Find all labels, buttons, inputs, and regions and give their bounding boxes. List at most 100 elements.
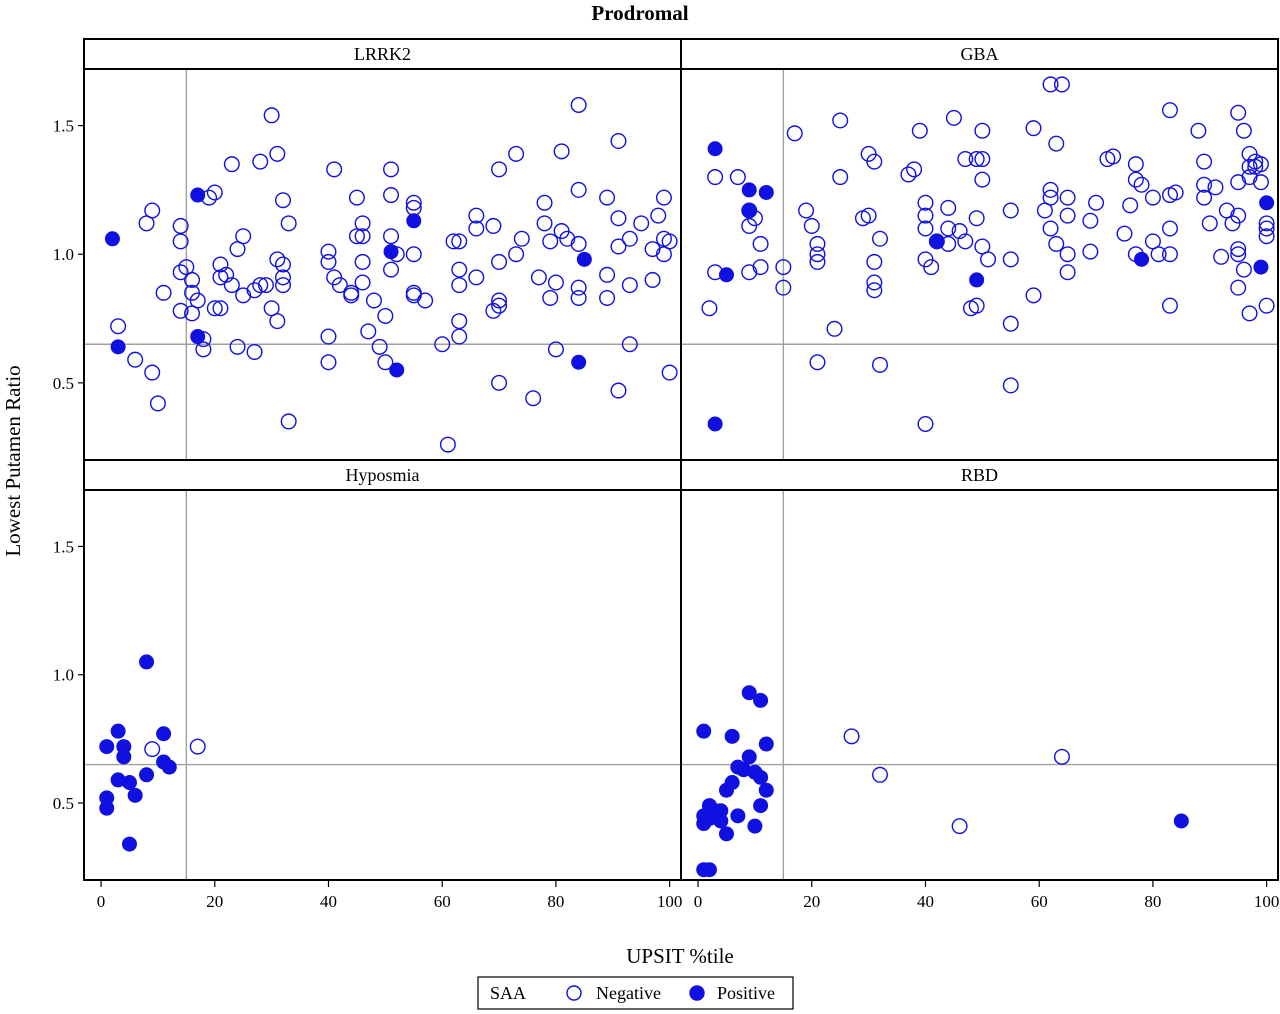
point-negative bbox=[326, 161, 343, 178]
chart-title: Prodromal bbox=[591, 1, 688, 25]
point-negative bbox=[1196, 153, 1213, 170]
point-positive bbox=[730, 808, 746, 824]
point-negative bbox=[536, 194, 553, 211]
point-negative bbox=[866, 282, 883, 299]
point-negative bbox=[1144, 189, 1161, 206]
point-negative bbox=[1088, 194, 1105, 211]
point-negative bbox=[451, 261, 468, 278]
point-negative bbox=[468, 269, 485, 286]
point-negative bbox=[775, 279, 792, 296]
point-negative bbox=[900, 166, 917, 183]
point-negative bbox=[547, 274, 564, 291]
point-negative bbox=[1196, 189, 1213, 206]
point-negative bbox=[1213, 248, 1230, 265]
point-negative bbox=[707, 169, 724, 186]
point-negative bbox=[218, 266, 235, 283]
x-axis-label: UPSIT %tile bbox=[626, 944, 734, 968]
point-negative bbox=[968, 151, 985, 168]
panel-frame bbox=[83, 489, 682, 881]
point-positive bbox=[753, 692, 769, 708]
point-negative bbox=[269, 313, 286, 330]
point-negative bbox=[843, 728, 860, 745]
point-positive bbox=[741, 182, 757, 198]
point-negative bbox=[644, 271, 661, 288]
panel-hyposmia: Hyposmia bbox=[83, 459, 682, 881]
point-negative bbox=[1167, 184, 1184, 201]
point-negative bbox=[383, 261, 400, 278]
x-tick-label: 40 bbox=[320, 892, 337, 911]
point-negative bbox=[917, 220, 934, 237]
point-negative bbox=[599, 189, 616, 206]
point-negative bbox=[1025, 120, 1042, 137]
point-negative bbox=[331, 277, 348, 294]
point-negative bbox=[872, 766, 889, 783]
point-negative bbox=[451, 328, 468, 345]
point-negative bbox=[445, 233, 462, 250]
point-negative bbox=[235, 228, 252, 245]
point-negative bbox=[1127, 171, 1144, 188]
point-negative bbox=[1230, 246, 1247, 263]
point-negative bbox=[1059, 189, 1076, 206]
point-negative bbox=[144, 202, 161, 219]
panel-lrrk2: LRRK2 bbox=[83, 38, 682, 461]
y-tick-label: 1.5 bbox=[53, 537, 74, 556]
point-negative bbox=[951, 818, 968, 835]
point-negative bbox=[1161, 102, 1178, 119]
point-negative bbox=[542, 233, 559, 250]
point-negative bbox=[189, 292, 206, 309]
point-negative bbox=[1048, 135, 1065, 152]
point-negative bbox=[752, 259, 769, 276]
point-negative bbox=[980, 251, 997, 268]
point-negative bbox=[1025, 287, 1042, 304]
point-positive bbox=[127, 787, 143, 803]
point-positive bbox=[383, 244, 399, 260]
legend-title: SAA bbox=[490, 983, 526, 1003]
legend-positive-marker bbox=[689, 985, 705, 1001]
point-negative bbox=[1161, 220, 1178, 237]
y-tick-label: 1.0 bbox=[53, 245, 74, 264]
point-negative bbox=[354, 274, 371, 291]
panel-label: Hyposmia bbox=[346, 465, 420, 485]
point-negative bbox=[1196, 176, 1213, 193]
x-tick-label: 60 bbox=[1031, 892, 1048, 911]
point-negative bbox=[923, 259, 940, 276]
point-negative bbox=[1042, 220, 1059, 237]
point-negative bbox=[275, 269, 292, 286]
y-tick-label: 1.0 bbox=[53, 666, 74, 685]
point-positive bbox=[718, 267, 734, 283]
legend-frame bbox=[477, 976, 794, 1010]
point-negative bbox=[275, 192, 292, 209]
point-negative bbox=[1122, 197, 1139, 214]
y-axis: 0.5 1.0 1.5 0.5 1.0 1.5 bbox=[53, 117, 84, 813]
point-negative bbox=[246, 343, 263, 360]
point-positive bbox=[707, 141, 723, 157]
point-negative bbox=[559, 230, 576, 247]
point-negative bbox=[798, 202, 815, 219]
x-tick-label: 80 bbox=[547, 892, 564, 911]
x-axis: 0 20 40 60 80 100 0 20 40 60 80 100 bbox=[97, 880, 1279, 911]
point-negative bbox=[1059, 246, 1076, 263]
x-tick-label: 60 bbox=[434, 892, 451, 911]
point-negative bbox=[872, 356, 889, 373]
point-negative bbox=[343, 287, 360, 304]
point-negative bbox=[1150, 246, 1167, 263]
point-negative bbox=[405, 194, 422, 211]
point-negative bbox=[491, 161, 508, 178]
point-positive bbox=[713, 813, 729, 829]
point-negative bbox=[803, 217, 820, 234]
point-negative bbox=[1133, 176, 1150, 193]
point-negative bbox=[1059, 207, 1076, 224]
point-negative bbox=[235, 287, 252, 304]
point-negative bbox=[1116, 225, 1133, 242]
point-negative bbox=[383, 161, 400, 178]
point-negative bbox=[1002, 251, 1019, 268]
point-negative bbox=[1258, 228, 1275, 245]
point-negative bbox=[371, 338, 388, 355]
point-negative bbox=[809, 246, 826, 263]
point-negative bbox=[940, 220, 957, 237]
point-negative bbox=[570, 181, 587, 198]
legend-positive-label: Positive bbox=[717, 983, 775, 1003]
panel-strip bbox=[680, 459, 1279, 491]
panel-strip bbox=[680, 38, 1279, 70]
point-negative bbox=[775, 259, 792, 276]
